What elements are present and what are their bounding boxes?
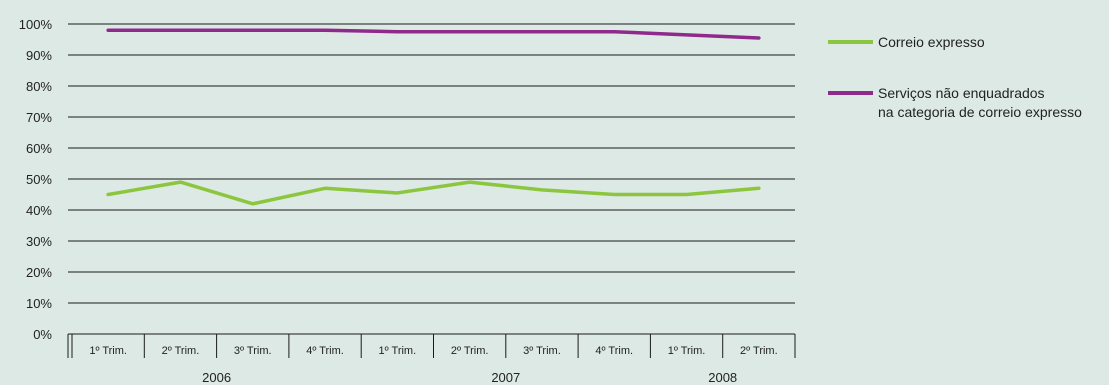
data-point	[179, 180, 182, 184]
data-point	[685, 33, 688, 37]
x-tick-label: 3º Trim.	[234, 345, 272, 357]
x-tick-label: 4º Trim.	[306, 345, 344, 357]
y-tick-label: 40%	[26, 203, 52, 218]
y-tick-label: 90%	[26, 48, 52, 63]
y-tick-label: 50%	[26, 172, 52, 187]
data-point	[179, 29, 182, 32]
data-point	[685, 193, 688, 196]
x-tick-label: 4º Trim.	[595, 345, 633, 357]
x-tick-label: 1º Trim.	[668, 345, 706, 357]
year-label: 2007	[491, 370, 520, 385]
legend-label: Correio expresso	[878, 34, 985, 50]
x-tick-label: 2º Trim.	[740, 345, 778, 357]
data-point	[251, 202, 254, 205]
legend-label: Serviços não enquadrados	[878, 85, 1045, 101]
y-tick-label: 60%	[26, 141, 52, 156]
year-label: 2006	[202, 370, 231, 385]
data-point	[251, 29, 254, 32]
data-point	[323, 187, 327, 190]
data-point	[396, 30, 399, 33]
data-point	[323, 29, 327, 32]
data-point	[106, 193, 110, 196]
legend: Correio expresso Serviços não enquadrados…	[828, 34, 1082, 120]
y-tick-label: 10%	[26, 296, 52, 311]
y-tick-label: 80%	[26, 79, 52, 94]
x-tick-label: 1º Trim.	[379, 345, 417, 357]
series-line-2	[106, 28, 761, 40]
data-point	[468, 180, 471, 184]
y-tick-label: 70%	[26, 110, 52, 125]
y-tick-label: 0%	[33, 327, 52, 342]
data-point	[540, 188, 544, 192]
data-point	[613, 30, 616, 33]
data-point	[540, 30, 544, 33]
x-tick-label: 2º Trim.	[451, 345, 489, 357]
data-point	[757, 187, 761, 190]
year-label: 2008	[708, 370, 737, 385]
x-tick-label: 1º Trim.	[89, 345, 127, 357]
x-tick-label: 2º Trim.	[162, 345, 200, 357]
series-line-1	[106, 180, 761, 206]
y-tick-label: 20%	[26, 265, 52, 280]
grid-layer	[68, 23, 795, 335]
data-point	[106, 29, 110, 32]
data-point	[757, 36, 761, 40]
x-tick-label: 3º Trim.	[523, 345, 561, 357]
data-point	[468, 30, 471, 33]
y-tick-label: 30%	[26, 234, 52, 249]
data-point	[396, 191, 399, 195]
y-tick-label: 100%	[19, 17, 53, 32]
legend-label: na categoria de correio expresso	[878, 104, 1082, 120]
data-point	[613, 193, 616, 196]
axis-layer: 0% 10% 20% 30% 40% 50% 60% 70% 80% 90% 100% 1º Trim…	[19, 17, 796, 385]
series-layer	[106, 28, 761, 206]
